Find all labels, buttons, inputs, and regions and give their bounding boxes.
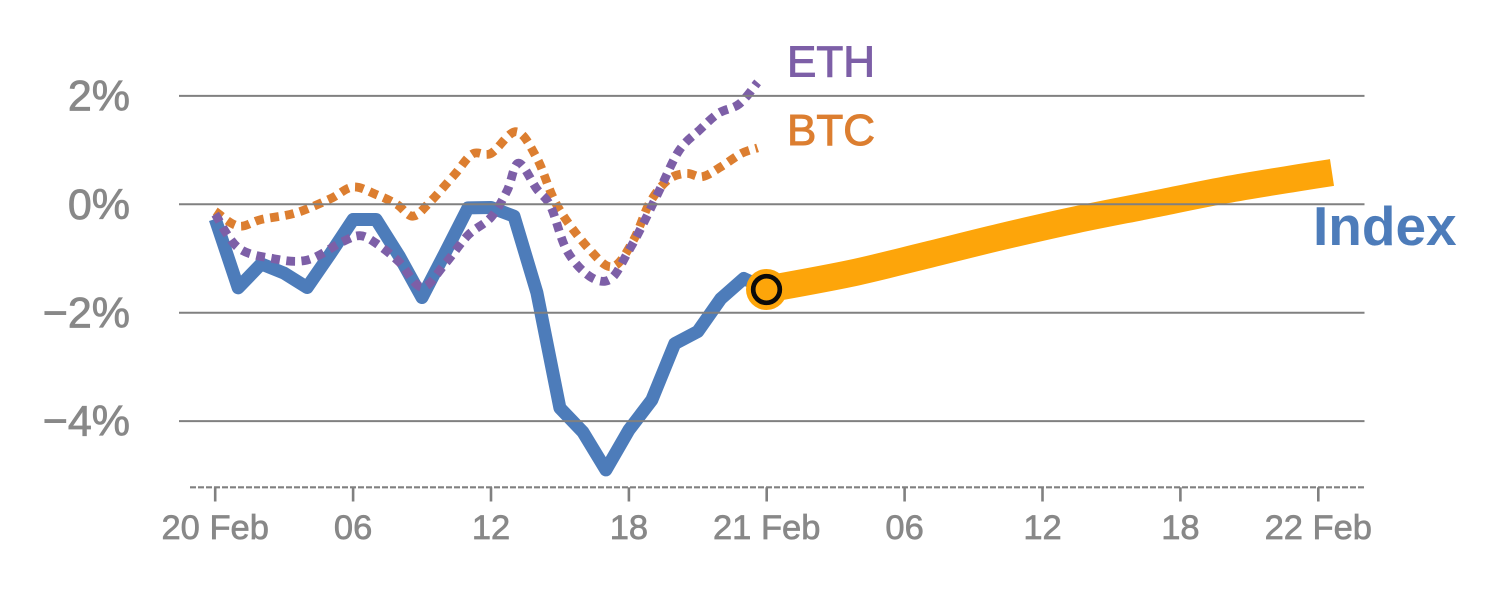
svg-text:20 Feb: 20 Feb [161,509,268,547]
svg-text:12: 12 [472,509,510,547]
svg-text:18: 18 [1161,509,1199,547]
svg-text:06: 06 [885,509,923,547]
svg-text:2%: 2% [68,73,130,121]
svg-text:21 Feb: 21 Feb [713,509,820,547]
svg-text:−4%: −4% [43,398,130,446]
svg-text:22 Feb: 22 Feb [1265,509,1372,547]
svg-text:12: 12 [1023,509,1061,547]
svg-text:Index: Index [1313,195,1457,257]
svg-text:BTC: BTC [787,106,875,155]
svg-text:06: 06 [334,509,372,547]
svg-text:ETH: ETH [787,38,875,87]
svg-text:−2%: −2% [43,289,130,337]
svg-text:18: 18 [610,509,648,547]
svg-text:0%: 0% [68,181,130,229]
